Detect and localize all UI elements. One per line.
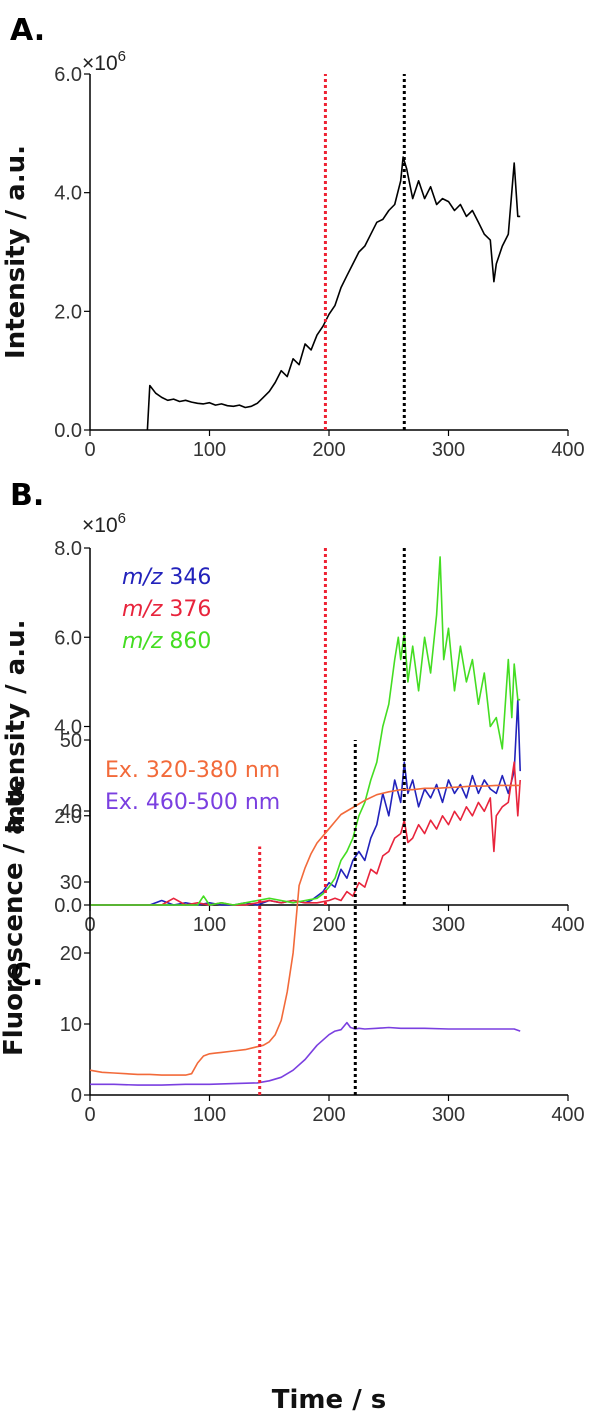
y-multiplier: ×106 [82,48,126,75]
y-tick-label: 0 [71,1085,82,1107]
y-tick-label: 0.0 [54,895,82,917]
x-tick-label: 200 [312,914,345,936]
y-multiplier: ×106 [82,510,126,537]
legend-italic: m/z [122,629,163,654]
legend-entry: m/z 860 [122,629,211,654]
series-line-1 [89,784,521,1076]
x-tick-label: 200 [312,1104,345,1126]
y-tick-label: 10 [60,1014,82,1036]
y-tick-label: 0.0 [54,420,82,442]
panel-letter: B. [10,478,44,513]
legend-label: 346 [162,565,211,590]
legend-italic: m/z [122,565,163,590]
legend-label: 860 [162,629,211,654]
panel-letter: C. [10,958,43,993]
x-tick-label: 400 [551,439,584,461]
y-axis-label: Intensity / a.u. [1,620,31,834]
legend-entry: Ex. 460-500 nm [105,790,280,815]
series-line-2 [90,1021,521,1086]
x-axis-label: Time / s [272,1385,386,1415]
series-line-1 [146,156,521,431]
y-tick-label: 8.0 [54,538,82,560]
panel-3: C. 0 100 200 300 400 0 10 20 30 40 50 Fluorescence /… [0,730,585,1415]
x-tick-label: 0 [84,439,95,461]
x-tick-label: 100 [193,1104,226,1126]
y-multiplier-exponent: 6 [118,48,126,65]
series-line-2 [90,761,521,906]
y-tick-label: 2.0 [54,806,82,828]
x-tick-label: 200 [312,439,345,461]
legend-entry: m/z 346 [122,565,211,590]
y-tick-label: 2.0 [54,301,82,323]
y-tick-label: 4.0 [54,183,82,205]
series-line-3 [90,556,521,906]
legend-label: Ex. 320-380 nm [105,758,280,783]
y-tick-label: 50 [60,730,82,752]
y-axis-label: Fluorescence / a.u. [0,779,29,1056]
legend-label: Ex. 460-500 nm [105,790,280,815]
y-tick-label: 30 [60,872,82,894]
y-tick-label: 4.0 [54,717,82,739]
x-tick-label: 300 [432,1104,465,1126]
y-tick-label: 20 [60,943,82,965]
y-multiplier-exponent: 6 [118,510,126,527]
y-tick-label: 6.0 [54,64,82,86]
y-tick-label: 6.0 [54,627,82,649]
panel-letter: A. [10,13,45,48]
legend-italic: m/z [122,597,163,622]
legend-entry: Ex. 320-380 nm [105,758,280,783]
y-tick-label: 40 [60,801,82,823]
legend-label: 376 [162,597,211,622]
x-tick-label: 100 [193,439,226,461]
x-tick-label: 300 [432,914,465,936]
x-tick-label: 0 [84,1104,95,1126]
legend-entry: m/z 376 [122,597,211,622]
x-tick-label: 300 [432,439,465,461]
panel-2: B.01002003004000.02.04.06.08.0Intensity … [1,478,585,936]
x-tick-label: 100 [193,914,226,936]
panel-1: A. 0 100 200 300 400 0.0 2.0 4.0 6.0 Intensity / a… [1,13,585,461]
x-tick-label: 400 [551,1104,584,1126]
x-tick-label: 400 [551,914,584,936]
y-axis-label: Intensity / a.u. [1,145,31,359]
